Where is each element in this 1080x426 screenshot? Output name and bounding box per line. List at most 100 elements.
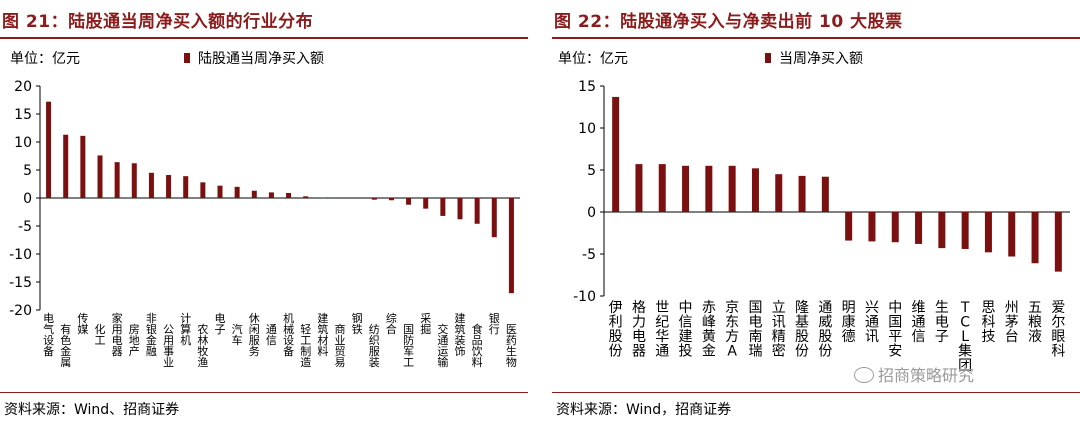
source-note: 资料来源：Wind，招商证券 [556,402,732,418]
y-tick-label: -5 [582,247,596,263]
x-tick-label: 中国平安 [888,300,902,360]
x-tick-label: 房地产 [129,323,140,358]
bar [635,164,643,212]
y-tick-label: 15 [578,79,596,95]
bar [148,172,154,198]
bar [775,174,783,212]
x-tick-label: 休闲服务 [249,312,260,358]
bar [938,212,946,249]
bar [705,165,713,212]
wechat-icon [854,367,874,383]
x-tick-label: 五粮液 [1028,300,1042,345]
source-note: 资料来源：Wind、招商证券 [4,402,180,418]
x-tick-label: 隆基股份 [795,300,809,360]
bar [612,96,620,212]
x-tick-label: 化工 [95,322,106,347]
x-tick-label: 银行 [489,311,500,336]
bar [1008,212,1016,257]
bar [423,198,429,209]
bar [166,175,172,198]
left-chart-panel: 图 21：陆股通当周净买入额的行业分布 单位：亿元 陆股通当周净买入额 -20 -15… [0,0,528,426]
x-tick-label: 交通运输 [437,322,448,369]
x-tick-label: 州茅台 [1005,300,1019,345]
x-tick-label: 食品饮料 [472,322,483,369]
bar [440,198,446,216]
legend-label: 陆股通当周净买入额 [198,51,324,67]
x-tick-label: 轻工制造 [300,322,311,369]
stocks-bar-chart: 单位：亿元 当周净买入额 -10 -5 0 5 10 15 伊利股份格力电器世纪华通中信建投赤峰… [558,51,1070,374]
x-tick-label: 医药生物 [506,323,517,369]
x-tick-label: 爱尔眼科 [1051,300,1065,360]
x-tick-label: 建筑材料 [317,311,328,358]
y-tick-label: 0 [23,191,32,207]
bar [303,196,309,198]
unit-label: 单位：亿元 [10,51,80,67]
x-tick-label: 家用电器 [112,311,123,358]
y-tick-label: 15 [14,107,32,123]
y-tick-label: 10 [14,135,32,151]
bar [183,176,189,198]
watermark: 招商策略研究 [854,362,974,386]
bar [491,198,497,238]
x-tick-label: 建筑装饰 [455,311,466,358]
x-tick-label: 生电子 [935,300,949,345]
bar [508,198,514,294]
y-tick-label: 0 [587,205,596,221]
bar [406,198,412,205]
x-tick-label: 传媒 [77,312,88,336]
x-tick-label: 格力电器 [632,300,646,360]
bar [97,155,103,198]
legend-label: 当周净买入额 [779,51,863,67]
title-divider [552,37,1080,39]
x-tick-label: 赤峰黄金 [702,300,716,360]
y-tick-label: 20 [14,79,32,95]
bar [371,198,377,200]
bar [63,134,69,198]
source-divider [552,392,1080,393]
chart-title: 图 21：陆股通当周净买入额的行业分布 [2,12,314,32]
watermark-text: 招商策略研究 [878,366,975,385]
source-divider [0,392,528,393]
x-tick-label: 思科技 [981,300,995,345]
bar [474,198,480,224]
legend-swatch [184,53,190,63]
bar [868,212,876,242]
y-tick-label: -20 [9,303,32,319]
x-tick-label: 立讯精密 [772,300,786,360]
x-tick-label: 国电南瑞 [748,300,762,360]
bar [80,135,86,198]
x-tick-label: 电气设备 [43,312,54,358]
bar [891,212,899,243]
industry-bar-chart: 单位：亿元 陆股通当周净买入额 -20 -15 -10 -5 0 5 10 15 20 电气设备有色金… [9,51,520,369]
bar [251,190,257,198]
x-tick-label: 农林牧渔 [197,322,208,369]
y-tick-label: -10 [9,247,32,263]
x-tick-label: 明康德 [842,300,856,345]
y-tick-label: 5 [587,163,596,179]
x-tick-label: 汽车 [232,322,243,347]
bar [457,198,463,220]
y-tick-label: -15 [9,275,32,291]
bar [798,175,806,212]
title-divider [0,37,528,39]
x-tick-label: 公用事业 [163,323,174,369]
x-tick-label: T C L 集团 [958,300,972,374]
chart-title: 图 22：陆股通净买入与净卖出前 10 大股票 [554,12,903,32]
y-tick-label: 5 [23,163,32,179]
right-chart-panel: 图 22：陆股通净买入与净卖出前 10 大股票 单位：亿元 当周净买入额 -10 -5… [552,0,1080,426]
y-tick-label: -10 [573,289,596,305]
x-tick-label: 机械设备 [283,311,294,358]
x-tick-label: 兴通讯 [865,300,879,345]
bar [286,192,292,198]
bar [984,212,992,253]
bar [217,185,223,198]
x-tick-label: 维通信 [912,300,926,345]
y-tick-label: 10 [578,121,596,137]
unit-label: 单位：亿元 [558,51,628,67]
bar [1031,212,1039,264]
bar [821,176,829,212]
bar [268,192,274,198]
x-tick-label: 综合 [386,311,397,336]
x-tick-label: 世纪华通 [655,300,669,360]
y-tick-label: -5 [18,219,32,235]
